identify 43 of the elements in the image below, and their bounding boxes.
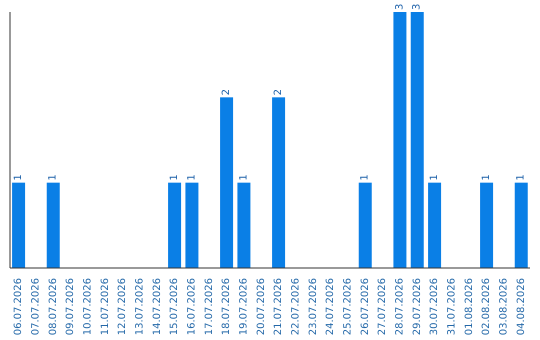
x-tick-label: 12.07.2026: [117, 278, 128, 336]
x-tick-label: 16.07.2026: [186, 278, 198, 336]
data-label: 2: [221, 88, 232, 96]
x-tick-label: 15.07.2026: [169, 278, 180, 336]
x-tick-label: 26.07.2026: [360, 278, 371, 336]
data-label: 3: [412, 4, 423, 10]
data-label: 2: [273, 88, 284, 96]
data-label: 1: [516, 174, 527, 181]
x-tick-label: 28.07.2026: [394, 278, 406, 336]
x-tick-label: 18.07.2026: [221, 278, 232, 336]
x-tick-label: 06.07.2026: [13, 278, 24, 336]
x-tick-label: 25.07.2026: [342, 278, 354, 336]
x-tick-label: 19.07.2026: [238, 278, 250, 336]
x-tick-label: 30.07.2026: [429, 278, 440, 336]
x-tick-label: 29.07.2026: [412, 278, 423, 336]
x-tick-label: 03.08.2026: [498, 278, 510, 336]
data-label: 1: [169, 174, 180, 181]
x-tick-label: 04.08.2026: [516, 278, 527, 336]
x-tick-label: 09.07.2026: [65, 278, 76, 336]
x-tick-label: 10.07.2026: [82, 278, 94, 336]
data-label: 1: [481, 174, 492, 181]
x-tick-label: 24.07.2026: [325, 278, 336, 336]
x-tick-label: 08.07.2026: [48, 278, 59, 336]
data-label: 1: [48, 174, 59, 181]
x-tick-label: 01.08.2026: [464, 278, 475, 336]
x-tick-label: 21.07.2026: [273, 278, 284, 336]
x-tick-label: 31.07.2026: [446, 278, 458, 336]
data-label: 1: [13, 174, 24, 181]
data-label: 1: [238, 174, 250, 181]
x-tick-label: 13.07.2026: [134, 278, 146, 336]
data-label: 1: [429, 174, 440, 181]
x-tick-label: 11.07.2026: [100, 278, 111, 336]
x-tick-label: 07.07.2026: [30, 278, 42, 336]
x-tick-label: 14.07.2026: [152, 278, 163, 336]
x-tick-label: 22.07.2026: [290, 278, 302, 336]
x-tick-label: 02.08.2026: [481, 278, 492, 336]
data-label: 1: [360, 174, 371, 181]
x-tick-label: 17.07.2026: [204, 278, 215, 336]
data-label: 3: [394, 4, 406, 10]
data-label: 1: [186, 174, 198, 181]
x-tick-label: 23.07.2026: [308, 278, 319, 336]
x-tick-label: 20.07.2026: [256, 278, 267, 336]
x-tick-label: 27.07.2026: [377, 278, 388, 336]
